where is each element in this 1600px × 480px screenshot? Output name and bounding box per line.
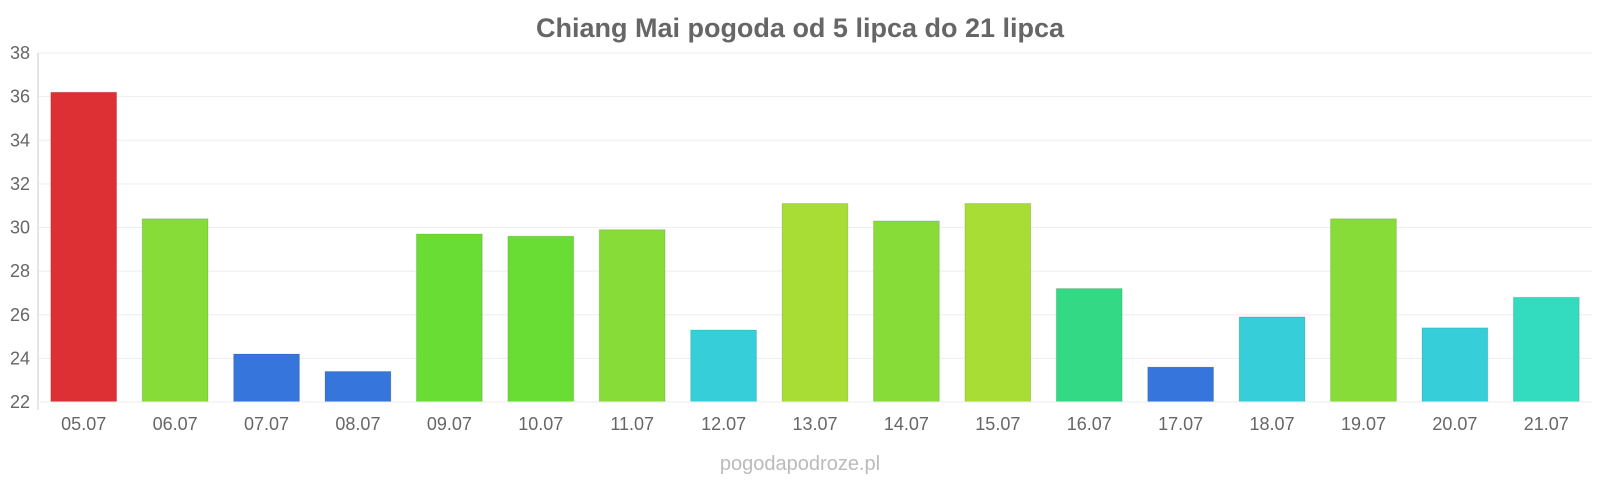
x-tick-label: 06.07 (153, 414, 198, 434)
x-tick-label: 21.07 (1524, 414, 1569, 434)
bar (598, 229, 666, 403)
bar (324, 370, 392, 403)
x-tick-label: 09.07 (427, 414, 472, 434)
y-tick-label: 28 (10, 261, 30, 281)
bar (1238, 316, 1306, 403)
watermark: pogodapodroze.pl (720, 453, 880, 475)
bar (507, 235, 575, 403)
x-tick-label: 13.07 (792, 414, 837, 434)
bar (1147, 366, 1215, 403)
x-tick-label: 12.07 (701, 414, 746, 434)
x-tick-label: 08.07 (335, 414, 380, 434)
y-tick-label: 24 (10, 348, 30, 368)
bars (50, 91, 1580, 403)
x-tick-label: 05.07 (61, 414, 106, 434)
x-tick-label: 18.07 (1250, 414, 1295, 434)
x-tick-label: 19.07 (1341, 414, 1386, 434)
x-tick-label: 16.07 (1067, 414, 1112, 434)
y-tick-label: 30 (10, 218, 30, 238)
bar (50, 91, 118, 403)
x-tick-label: 14.07 (884, 414, 929, 434)
bar (415, 233, 483, 403)
x-tick-label: 20.07 (1432, 414, 1477, 434)
y-tick-label: 22 (10, 392, 30, 412)
bar (1330, 218, 1397, 403)
bar (233, 353, 300, 403)
bar (873, 220, 940, 403)
y-tick-label: 34 (10, 130, 30, 150)
bar (964, 203, 1032, 403)
bar (141, 218, 209, 403)
y-tick-label: 26 (10, 305, 30, 325)
y-tick-label: 36 (10, 87, 30, 107)
y-tick-label: 38 (10, 43, 30, 63)
x-tick-label: 10.07 (518, 414, 563, 434)
bar (1512, 296, 1580, 403)
x-tick-label: 07.07 (244, 414, 289, 434)
x-tick-label: 11.07 (610, 414, 654, 434)
y-tick-label: 32 (10, 174, 30, 194)
bar (1421, 327, 1489, 403)
x-tick-label: 15.07 (975, 414, 1020, 434)
bar (781, 203, 849, 403)
y-axis: 22 24 26 28 30 32 34 36 38 (10, 43, 39, 412)
x-axis: 05.07 06.07 07.07 08.07 09.07 10.07 11.07 12.07… (38, 401, 1592, 434)
chart-title: Chiang Mai pogoda od 5 lipca do 21 lipca (536, 13, 1065, 43)
bar (690, 329, 757, 403)
x-tick-label: 17.07 (1158, 414, 1203, 434)
bar (1055, 288, 1123, 403)
